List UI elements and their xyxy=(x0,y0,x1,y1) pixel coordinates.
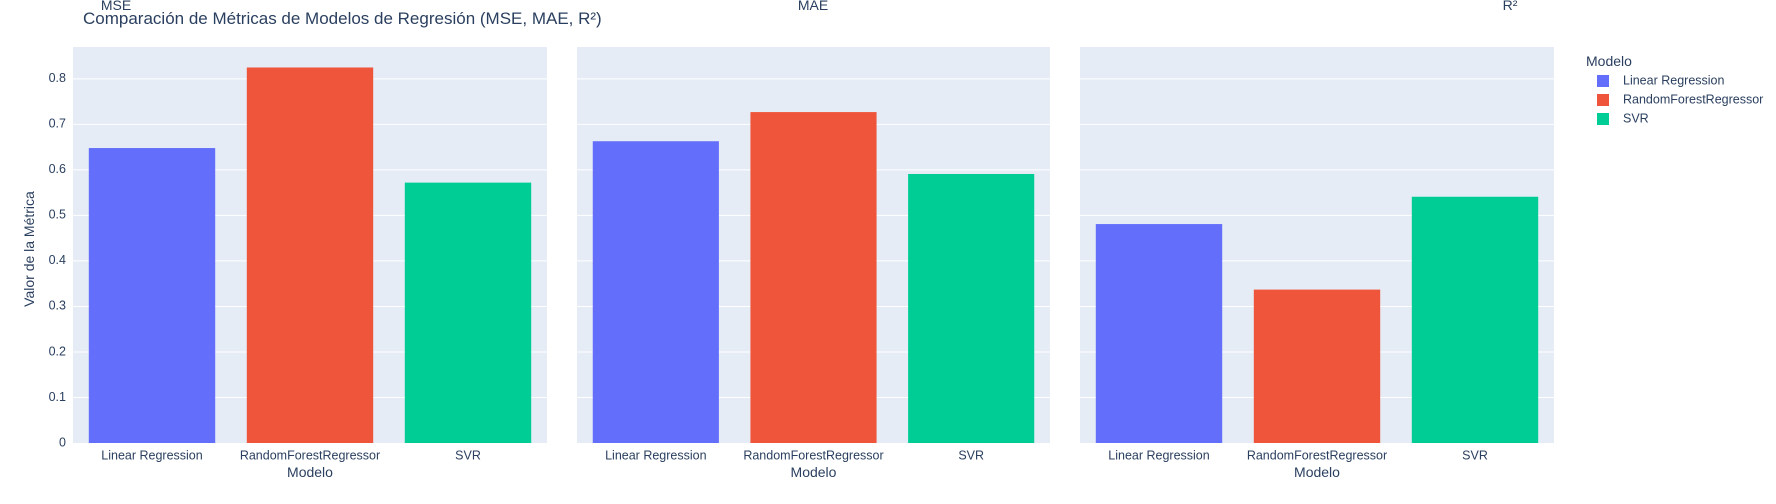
y-tick-label: 0.2 xyxy=(49,344,66,358)
bar xyxy=(1095,224,1223,443)
bar xyxy=(1411,196,1539,443)
chart-panel: Linear Regression RandomForestRegressor SV… xyxy=(577,0,1050,480)
bar xyxy=(908,173,1035,443)
legend-label: SVR xyxy=(1623,111,1649,125)
legend: Modelo Linear Regression RandomForestRegr… xyxy=(1586,53,1763,125)
x-tick-label: SVR xyxy=(455,448,481,462)
x-axis-label: Modelo xyxy=(287,464,333,480)
y-tick-label: 0.7 xyxy=(49,117,66,131)
legend-swatch xyxy=(1597,113,1609,125)
bar xyxy=(592,141,719,443)
x-tick-label: Linear Regression xyxy=(101,448,202,462)
x-tick-label: Linear Regression xyxy=(1108,448,1209,462)
chart-panel: Linear Regression RandomForestRegressor SV… xyxy=(1080,0,1554,480)
bar xyxy=(750,112,877,443)
legend-item[interactable]: SVR xyxy=(1597,111,1649,125)
legend-label: RandomForestRegressor xyxy=(1623,92,1763,106)
legend-item[interactable]: Linear Regression xyxy=(1597,73,1724,87)
y-tick-label: 0.5 xyxy=(49,208,66,222)
x-tick-label: SVR xyxy=(1462,448,1488,462)
x-tick-label: Linear Regression xyxy=(605,448,706,462)
y-tick-label: 0.8 xyxy=(49,71,66,85)
y-tick-label: 0.1 xyxy=(49,390,66,404)
legend-label: Linear Regression xyxy=(1623,73,1724,87)
y-tick-label: 0 xyxy=(59,435,66,449)
x-tick-label: RandomForestRegressor xyxy=(1247,448,1387,462)
bar xyxy=(246,67,374,443)
x-axis-label: Modelo xyxy=(791,464,837,480)
bar xyxy=(88,148,216,443)
legend-title: Modelo xyxy=(1586,53,1632,69)
y-tick-label: 0.4 xyxy=(49,253,66,267)
panel-title: R² xyxy=(1503,0,1518,13)
panel-title: MAE xyxy=(798,0,828,13)
bar xyxy=(404,182,532,444)
bar xyxy=(1253,289,1381,443)
x-axis-label: Modelo xyxy=(1294,464,1340,480)
chart-panel: Linear Regression RandomForestRegressor SV… xyxy=(73,0,547,480)
chart-title: Comparación de Métricas de Modelos de Re… xyxy=(83,9,602,28)
panel-title: MSE xyxy=(101,0,131,13)
legend-swatch xyxy=(1597,94,1609,106)
y-tick-label: 0.6 xyxy=(49,162,66,176)
x-tick-label: RandomForestRegressor xyxy=(743,448,883,462)
y-axis-label: Valor de la Métrica xyxy=(21,191,37,307)
x-tick-label: SVR xyxy=(958,448,984,462)
x-tick-label: RandomForestRegressor xyxy=(240,448,380,462)
chart-panels: Linear Regression RandomForestRegressor SV… xyxy=(49,0,1554,480)
legend-swatch xyxy=(1597,75,1609,87)
legend-item[interactable]: RandomForestRegressor xyxy=(1597,92,1763,106)
y-tick-label: 0.3 xyxy=(49,299,66,313)
